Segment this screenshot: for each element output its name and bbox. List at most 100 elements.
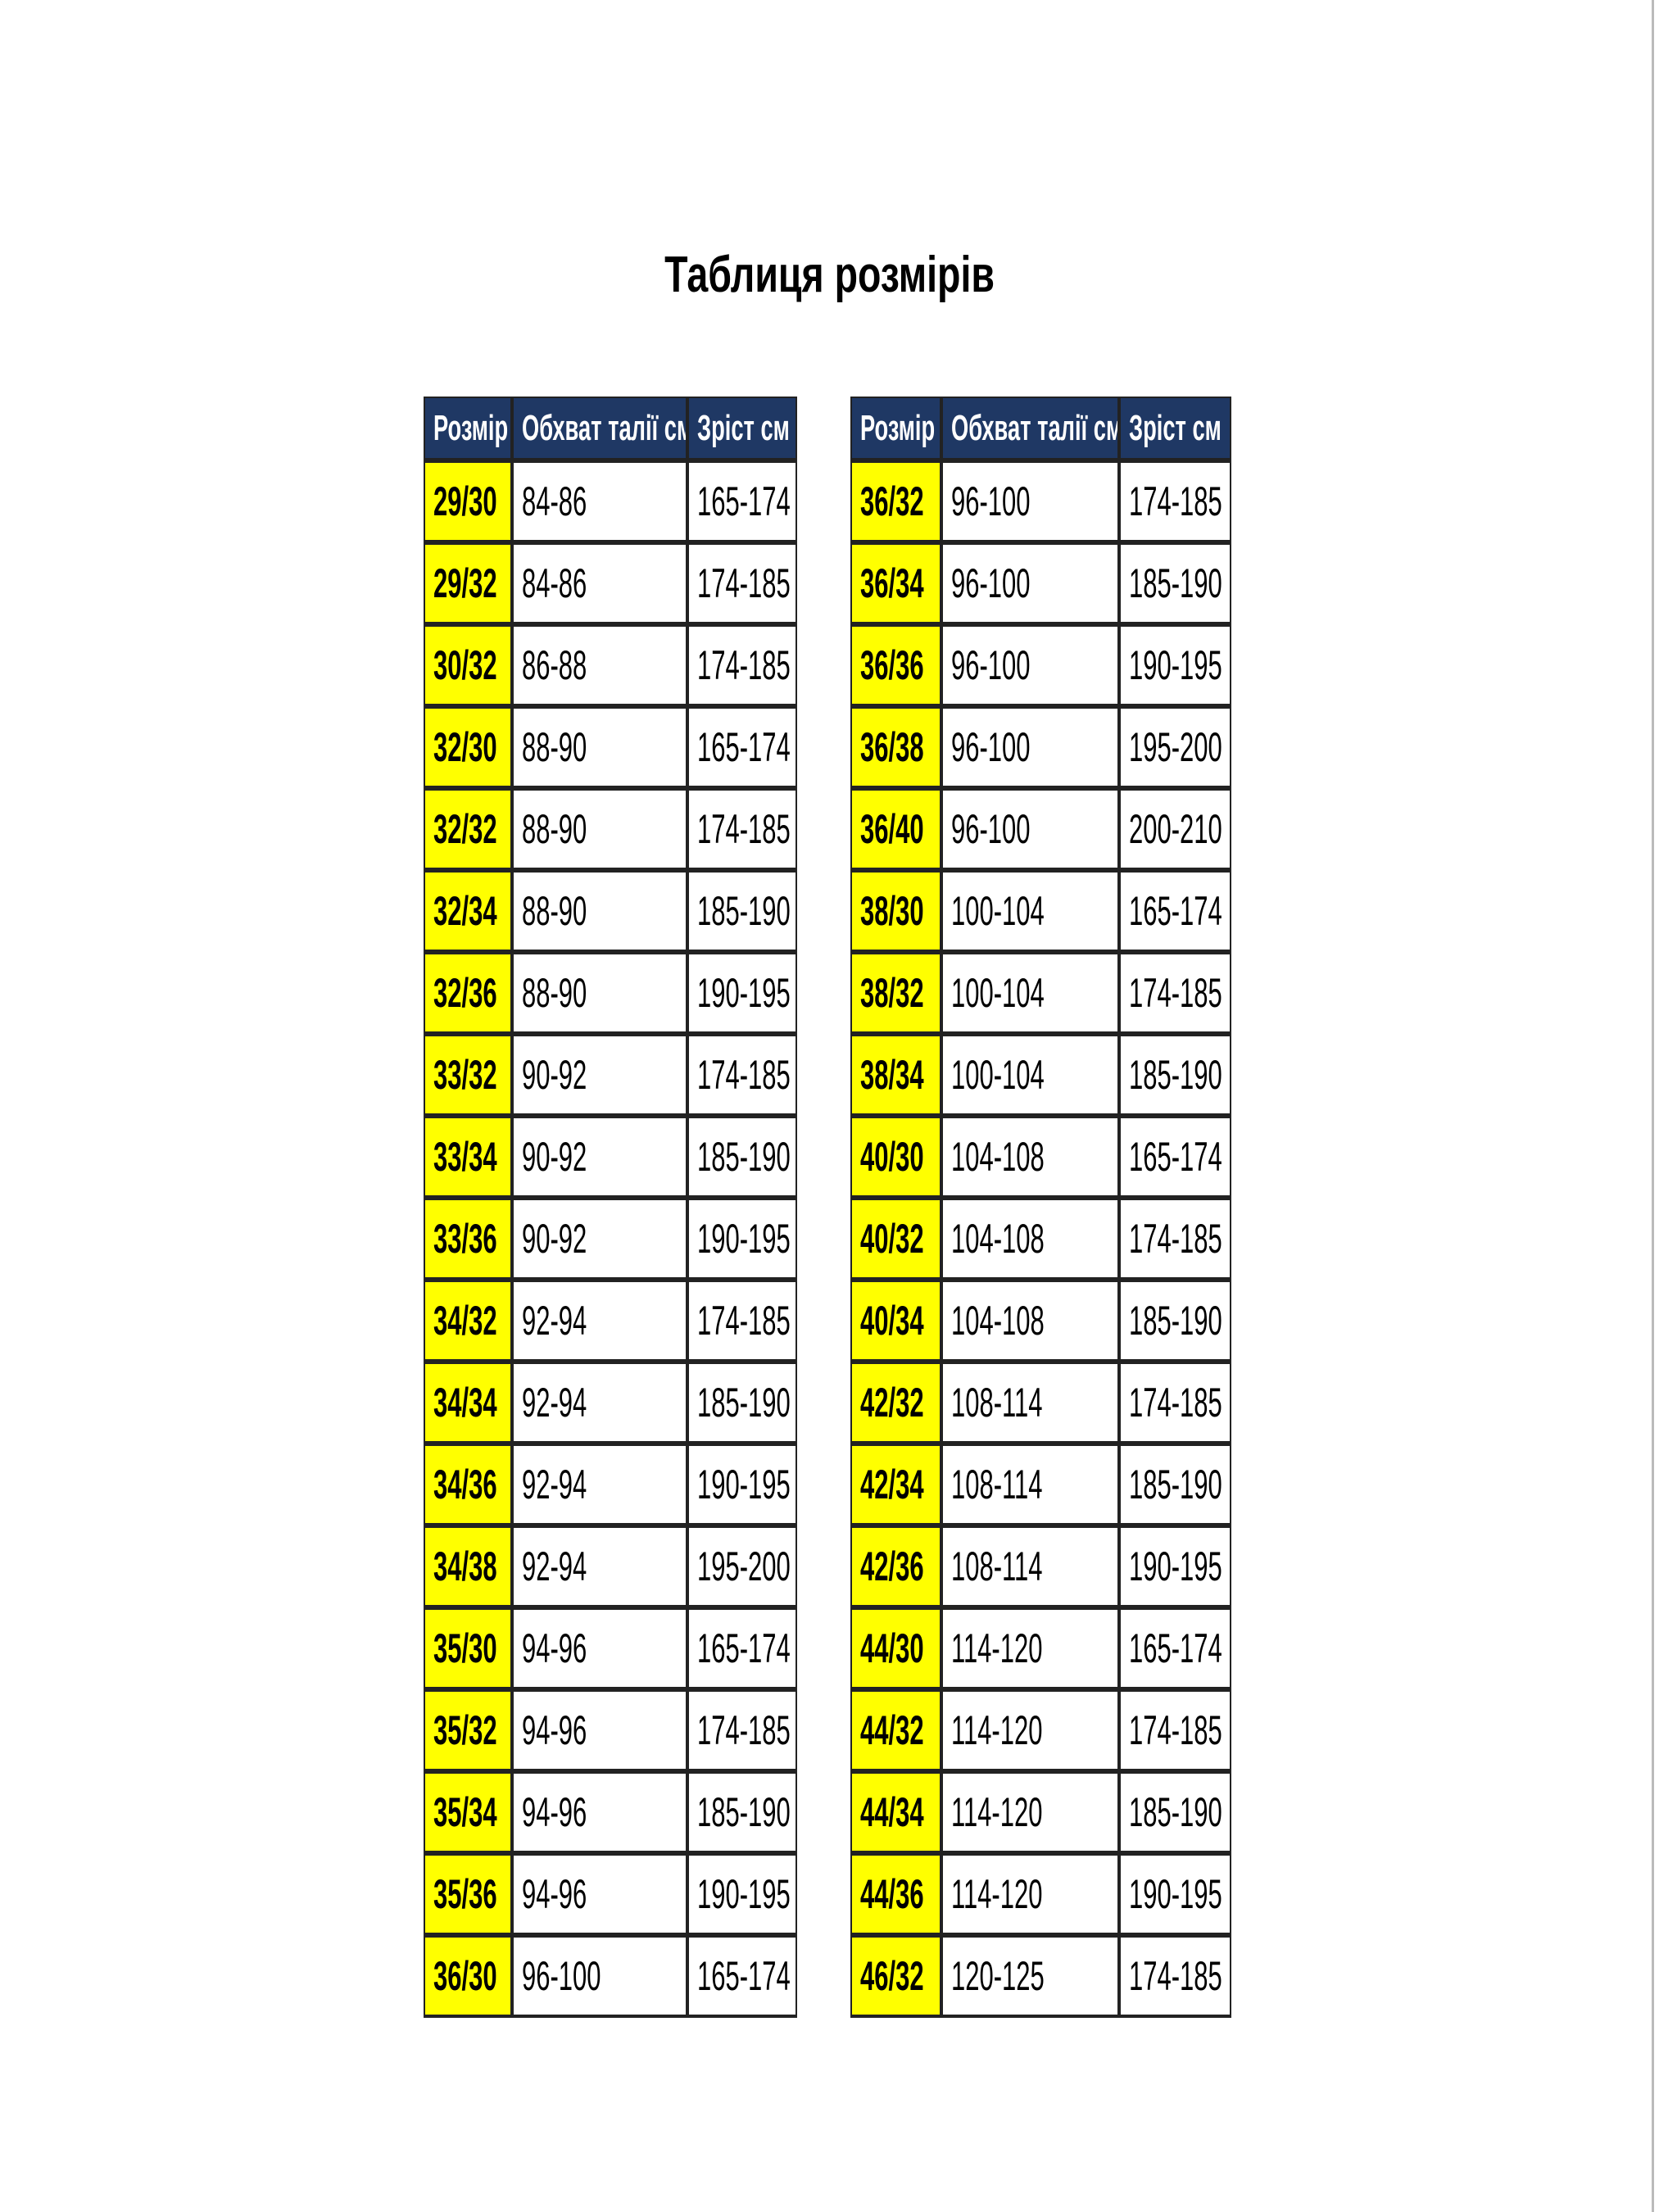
header-cell: Розмір xyxy=(850,397,941,461)
size-cell-text: 29/32 xyxy=(433,560,497,606)
data-cell: 190-195 xyxy=(687,1199,797,1281)
header-cell-text: Зріст см xyxy=(697,407,790,448)
size-cell-text: 42/36 xyxy=(860,1543,924,1589)
title-text: Таблиця розмірів xyxy=(664,247,995,303)
data-cell-text: 190-195 xyxy=(697,970,791,1016)
header-cell-text: Зріст см xyxy=(1129,407,1222,448)
size-cell: 32/34 xyxy=(424,871,512,953)
size-cell-text: 35/34 xyxy=(433,1789,497,1835)
data-cell: 185-190 xyxy=(1119,1035,1231,1117)
size-cell-text: 35/36 xyxy=(433,1871,497,1917)
data-cell-text: 100-104 xyxy=(951,1052,1045,1098)
data-cell: 165-174 xyxy=(687,1608,797,1690)
data-cell: 190-195 xyxy=(687,1854,797,1936)
data-cell-text: 94-96 xyxy=(522,1871,587,1917)
data-cell-text: 108-114 xyxy=(951,1462,1043,1507)
data-cell: 90-92 xyxy=(512,1117,687,1199)
data-cell-text: 114-120 xyxy=(951,1625,1043,1671)
size-cell-text: 42/32 xyxy=(860,1380,924,1426)
data-cell: 90-92 xyxy=(512,1199,687,1281)
size-cell-text: 36/38 xyxy=(860,724,924,770)
data-cell-text: 185-190 xyxy=(697,1380,791,1426)
data-cell-text: 88-90 xyxy=(522,970,587,1016)
data-cell: 190-195 xyxy=(1119,1854,1231,1936)
data-cell: 165-174 xyxy=(687,1936,797,2018)
data-cell-text: 174-185 xyxy=(697,1298,791,1344)
data-cell: 174-185 xyxy=(687,1690,797,1772)
data-cell-text: 86-88 xyxy=(522,642,587,688)
data-cell-text: 165-174 xyxy=(697,1953,791,1999)
data-cell: 88-90 xyxy=(512,789,687,871)
data-cell-text: 185-190 xyxy=(1129,1052,1222,1098)
size-cell-text: 30/32 xyxy=(433,642,497,688)
data-cell-text: 104-108 xyxy=(951,1134,1045,1180)
data-cell-text: 90-92 xyxy=(522,1216,587,1262)
data-cell: 94-96 xyxy=(512,1608,687,1690)
data-cell: 174-185 xyxy=(1119,953,1231,1035)
size-cell: 33/32 xyxy=(424,1035,512,1117)
size-cell: 36/38 xyxy=(850,707,941,789)
size-cell: 36/32 xyxy=(850,461,941,543)
size-cell: 34/32 xyxy=(424,1281,512,1362)
size-cell-text: 32/32 xyxy=(433,806,497,852)
size-cell: 44/32 xyxy=(850,1690,941,1772)
data-cell-text: 96-100 xyxy=(951,642,1031,688)
data-cell: 174-185 xyxy=(687,1281,797,1362)
data-cell-text: 190-195 xyxy=(697,1871,791,1917)
data-cell-text: 84-86 xyxy=(522,560,587,606)
data-cell: 114-120 xyxy=(941,1772,1119,1854)
size-cell: 44/34 xyxy=(850,1772,941,1854)
data-cell-text: 195-200 xyxy=(697,1543,791,1589)
data-cell-text: 114-120 xyxy=(951,1871,1043,1917)
data-cell: 114-120 xyxy=(941,1608,1119,1690)
data-cell-text: 165-174 xyxy=(1129,1625,1222,1671)
data-cell: 104-108 xyxy=(941,1117,1119,1199)
data-cell-text: 185-190 xyxy=(697,888,791,934)
data-cell: 174-185 xyxy=(1119,1690,1231,1772)
data-cell-text: 185-190 xyxy=(1129,1789,1222,1835)
data-cell-text: 195-200 xyxy=(1129,724,1222,770)
size-cell-text: 32/34 xyxy=(433,888,497,934)
header-cell-text: Обхват талії см xyxy=(522,407,687,448)
data-cell-text: 96-100 xyxy=(951,724,1031,770)
data-cell-text: 165-174 xyxy=(1129,1134,1222,1180)
data-cell: 185-190 xyxy=(687,871,797,953)
data-cell: 114-120 xyxy=(941,1854,1119,1936)
header-cell: Зріст см xyxy=(687,397,797,461)
data-cell-text: 174-185 xyxy=(1129,1707,1222,1753)
page-edge xyxy=(1652,0,1654,2212)
size-cell-text: 34/38 xyxy=(433,1543,497,1589)
data-cell-text: 104-108 xyxy=(951,1216,1045,1262)
size-cell-text: 34/32 xyxy=(433,1298,497,1344)
data-cell-text: 90-92 xyxy=(522,1134,587,1180)
data-cell-text: 94-96 xyxy=(522,1707,587,1753)
data-cell: 94-96 xyxy=(512,1772,687,1854)
size-cell-text: 38/34 xyxy=(860,1052,924,1098)
data-cell: 120-125 xyxy=(941,1936,1119,2018)
data-cell-text: 174-185 xyxy=(1129,1380,1222,1426)
data-cell: 185-190 xyxy=(1119,1772,1231,1854)
data-cell: 174-185 xyxy=(1119,1936,1231,2018)
data-cell-text: 174-185 xyxy=(697,1707,791,1753)
size-cell: 29/30 xyxy=(424,461,512,543)
data-cell: 100-104 xyxy=(941,871,1119,953)
data-cell-text: 108-114 xyxy=(951,1380,1043,1426)
size-cell-text: 32/36 xyxy=(433,970,497,1016)
data-cell-text: 174-185 xyxy=(1129,478,1222,524)
size-cell: 35/32 xyxy=(424,1690,512,1772)
data-cell-text: 165-174 xyxy=(1129,888,1222,934)
size-cell: 32/30 xyxy=(424,707,512,789)
size-cell: 36/36 xyxy=(850,625,941,707)
data-cell: 94-96 xyxy=(512,1854,687,1936)
data-cell-text: 185-190 xyxy=(1129,1298,1222,1344)
data-cell-text: 165-174 xyxy=(697,1625,791,1671)
data-cell: 84-86 xyxy=(512,543,687,625)
size-cell-text: 40/32 xyxy=(860,1216,924,1262)
size-cell-text: 38/30 xyxy=(860,888,924,934)
size-cell-text: 29/30 xyxy=(433,478,497,524)
data-cell-text: 92-94 xyxy=(522,1543,587,1589)
data-cell-text: 84-86 xyxy=(522,478,587,524)
data-cell-text: 190-195 xyxy=(1129,642,1222,688)
data-cell-text: 190-195 xyxy=(1129,1871,1222,1917)
data-cell: 92-94 xyxy=(512,1362,687,1444)
